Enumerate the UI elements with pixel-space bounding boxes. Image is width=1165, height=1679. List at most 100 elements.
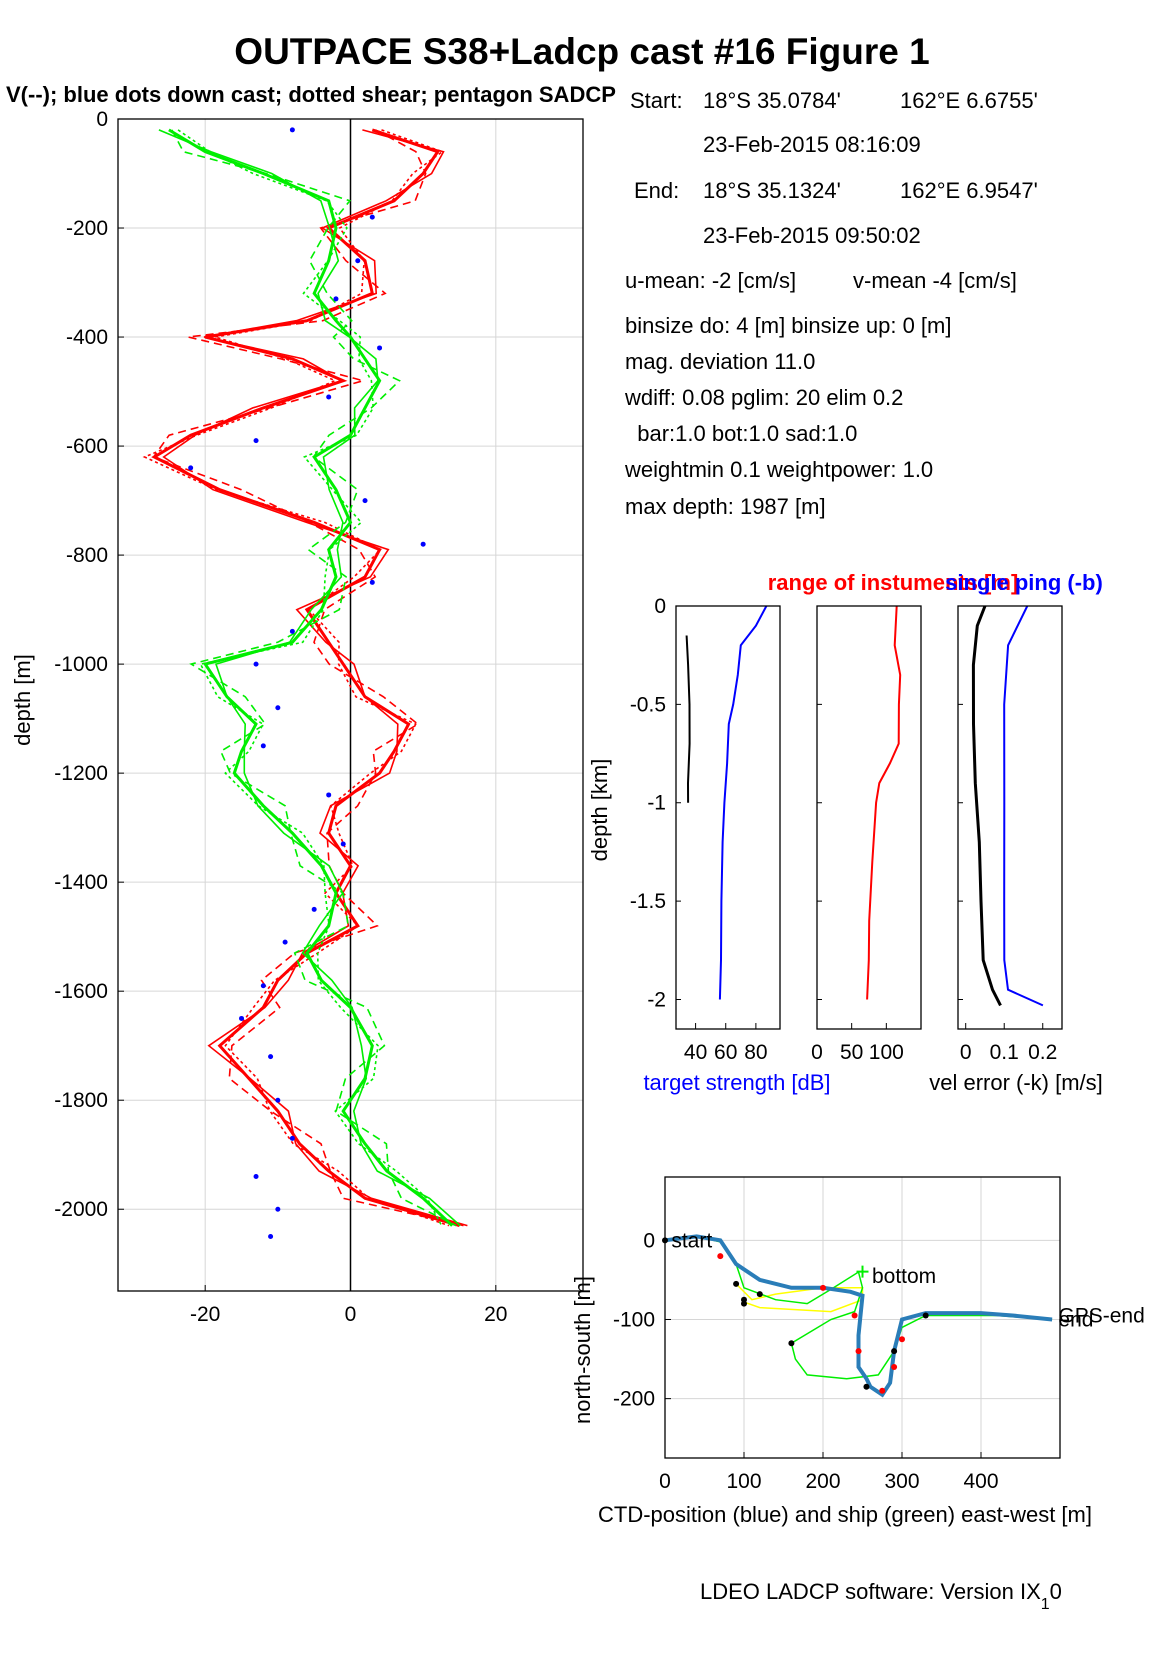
ts-series-1 bbox=[685, 635, 691, 803]
green-profile-trace bbox=[158, 129, 461, 1227]
downcast-dot bbox=[282, 939, 288, 945]
end-label: End: bbox=[634, 178, 679, 203]
downcast-dot bbox=[253, 661, 259, 667]
pos-xtick-label: 200 bbox=[805, 1470, 840, 1493]
ctd-marker bbox=[717, 1253, 724, 1260]
vel-ytick-label: -800 bbox=[66, 544, 108, 567]
pos-xtick-label: 0 bbox=[659, 1470, 671, 1493]
bottom-marker bbox=[856, 1265, 869, 1278]
ctd-marker bbox=[851, 1312, 858, 1319]
err-xtick-label: 0.2 bbox=[1028, 1041, 1057, 1064]
red-profile-trace bbox=[142, 129, 450, 1227]
ctd-track bbox=[664, 1234, 1053, 1398]
annotation-start: start bbox=[671, 1229, 712, 1252]
ts-xtick-label: 80 bbox=[744, 1041, 767, 1064]
vel-ytick-label: -200 bbox=[66, 217, 108, 240]
vel-ytick-label: -400 bbox=[66, 326, 108, 349]
vel-ytick-label: 0 bbox=[96, 108, 108, 131]
pos-xtick-label: 100 bbox=[726, 1470, 761, 1493]
downcast-dot bbox=[289, 1135, 295, 1141]
bar-bot-sad: bar:1.0 bot:1.0 sad:1.0 bbox=[625, 421, 857, 446]
red-profile-trace bbox=[151, 128, 460, 1228]
end-time: 23-Feb-2015 09:50:02 bbox=[703, 223, 921, 248]
target-strength-panel: 40 60 80 0 -0.5 -1 -1.5 -2 bbox=[630, 595, 781, 1064]
green-profile-trace bbox=[168, 128, 454, 1227]
ts-series-0 bbox=[718, 605, 768, 1000]
wdiff: wdiff: 0.08 pglim: 20 elim 0.2 bbox=[624, 385, 903, 410]
downcast-dot bbox=[253, 438, 259, 444]
err-xtick-label: 0 bbox=[960, 1041, 972, 1064]
vel-ytick-label: -1400 bbox=[54, 871, 108, 894]
ts-xtick-label: 60 bbox=[714, 1041, 737, 1064]
downcast-dot bbox=[275, 1097, 281, 1103]
range-xtick-label: 0 bbox=[811, 1041, 823, 1064]
ship-marker bbox=[863, 1383, 870, 1390]
figure-title: OUTPACE S38+Ladcp cast #16 Figure 1 bbox=[234, 31, 929, 72]
red-profile-trace bbox=[162, 129, 468, 1227]
start-label: Start: bbox=[630, 88, 683, 113]
pos-xtick-label: 400 bbox=[963, 1470, 998, 1493]
ship-marker bbox=[733, 1280, 740, 1287]
downcast-dot bbox=[239, 1015, 245, 1021]
ship-marker bbox=[756, 1291, 763, 1298]
ts-ytick-label: -2 bbox=[647, 988, 666, 1011]
downcast-dot bbox=[355, 258, 361, 264]
position-panel: 0 100 200 300 400 0 -100 -200 start bottom GPS-end… bbox=[613, 1176, 1145, 1493]
downcast-dot bbox=[260, 743, 266, 749]
footer: LDEO LADCP software: Version IX10 bbox=[700, 1579, 1062, 1613]
ctd-marker bbox=[891, 1363, 898, 1370]
ts-ytick-label: -1.5 bbox=[630, 890, 666, 913]
downcast-dot bbox=[311, 906, 317, 912]
downcast-dot bbox=[260, 983, 266, 989]
pos-ytick-label: 0 bbox=[643, 1229, 655, 1252]
downcast-dot bbox=[275, 1206, 281, 1212]
err-frame bbox=[957, 605, 1063, 1030]
footer-main: LDEO LADCP software: Version IX bbox=[700, 1579, 1041, 1604]
downcast-dot bbox=[268, 1233, 274, 1239]
range-frame bbox=[816, 605, 922, 1030]
range-xtick-label: 50 bbox=[840, 1041, 863, 1064]
green-profile-trace bbox=[171, 129, 457, 1227]
downcast-dot bbox=[340, 841, 346, 847]
downcast-dot bbox=[326, 394, 332, 400]
figure-subtitle: V(--); blue dots down cast; dotted shear… bbox=[6, 82, 616, 107]
mag-deviation: mag. deviation 11.0 bbox=[625, 349, 815, 374]
start-time: 23-Feb-2015 08:16:09 bbox=[703, 132, 921, 157]
ts-ytick-label: 0 bbox=[654, 595, 666, 618]
pos-ytick-label: -100 bbox=[613, 1308, 655, 1331]
red-profile-trace bbox=[152, 129, 464, 1227]
err-series-1 bbox=[1003, 605, 1044, 1007]
ts-frame bbox=[675, 605, 781, 1030]
green-profile-trace bbox=[177, 129, 443, 1226]
vel-ytick-label: -2000 bbox=[54, 1198, 108, 1221]
binsize: binsize do: 4 [m] binsize up: 0 [m] bbox=[625, 313, 952, 338]
vel-frame bbox=[117, 118, 584, 1292]
downcast-dot bbox=[253, 1174, 259, 1180]
depth-axis-label: depth [m] bbox=[10, 654, 35, 746]
footer-sub: 1 bbox=[1041, 1596, 1050, 1613]
pos-xtick-label: 300 bbox=[884, 1470, 919, 1493]
range-title: range of instuments [m] bbox=[768, 570, 1019, 595]
vel-xtick-label: 0 bbox=[345, 1303, 357, 1326]
end-lon: 162°E 6.9547' bbox=[900, 178, 1038, 203]
pos-frame bbox=[664, 1176, 1061, 1459]
velocity-profile-panel: -20 0 200-200-400-600-800-1000-1200-1400-1… bbox=[54, 108, 584, 1326]
downcast-dot bbox=[369, 579, 375, 585]
start-lat: 18°S 35.0784' bbox=[703, 88, 841, 113]
v-mean: v-mean -4 [cm/s] bbox=[853, 268, 1017, 293]
vel-ytick-label: -1200 bbox=[54, 762, 108, 785]
cast-info: Start: 18°S 35.0784' 162°E 6.6755' 23-Fe… bbox=[624, 88, 1038, 519]
range-xtick-label: 100 bbox=[869, 1041, 904, 1064]
downcast-dot bbox=[188, 465, 194, 471]
vel-ytick-label: -600 bbox=[66, 435, 108, 458]
downcast-dot bbox=[289, 127, 295, 133]
downcast-dot bbox=[289, 628, 295, 634]
range-panel: 0 50 100 bbox=[811, 605, 922, 1064]
ts-ytick-label: -0.5 bbox=[630, 693, 666, 716]
start-lon: 162°E 6.6755' bbox=[900, 88, 1038, 113]
ship-marker bbox=[788, 1340, 795, 1347]
err-xtick-label: 0.1 bbox=[990, 1041, 1019, 1064]
ts-xtick-label: 40 bbox=[684, 1041, 707, 1064]
weight: weightmin 0.1 weightpower: 1.0 bbox=[624, 457, 933, 482]
